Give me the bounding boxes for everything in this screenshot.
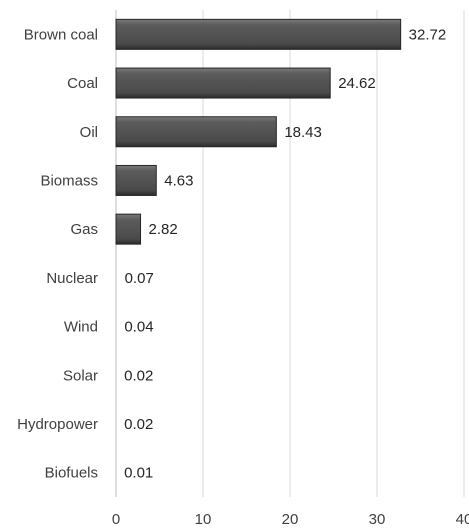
data-label-wind: 0.04 xyxy=(124,319,153,336)
data-label-solar: 0.02 xyxy=(124,367,153,384)
bars xyxy=(115,18,402,245)
category-label-wind: Wind xyxy=(64,319,98,336)
category-label-biofuels: Biofuels xyxy=(45,465,98,482)
category-label-hydropower: Hydropower xyxy=(17,416,98,433)
data-label-biofuels: 0.01 xyxy=(124,465,153,482)
category-label-oil: Oil xyxy=(80,124,98,141)
bar-oil xyxy=(115,116,277,148)
category-label-solar: Solar xyxy=(63,367,98,384)
category-label-coal: Coal xyxy=(67,75,98,92)
category-label-brown-coal: Brown coal xyxy=(24,26,98,43)
data-label-oil: 18.43 xyxy=(284,124,322,141)
category-label-gas: Gas xyxy=(70,221,98,238)
data-label-gas: 2.82 xyxy=(149,221,178,238)
category-label-nuclear: Nuclear xyxy=(46,270,98,287)
category-label-biomass: Biomass xyxy=(40,172,98,189)
x-tick-label: 40 xyxy=(456,511,469,528)
data-label-coal: 24.62 xyxy=(338,75,376,92)
bar-gas xyxy=(115,213,142,245)
x-tick-label: 0 xyxy=(112,511,120,528)
bar-brown-coal xyxy=(115,18,402,50)
data-label-nuclear: 0.07 xyxy=(125,270,154,287)
data-label-brown-coal: 32.72 xyxy=(409,26,447,43)
data-label-biomass: 4.63 xyxy=(164,172,193,189)
x-tick-label: 30 xyxy=(369,511,386,528)
labels: 0 10 20 30 40 Brown coal 32.72 Coal 24.62 Oil 18.4… xyxy=(17,26,469,528)
x-tick-label: 20 xyxy=(282,511,299,528)
bar-biomass xyxy=(115,164,157,196)
data-label-hydropower: 0.02 xyxy=(124,416,153,433)
bar-coal xyxy=(115,67,331,99)
x-tick-label: 10 xyxy=(195,511,212,528)
